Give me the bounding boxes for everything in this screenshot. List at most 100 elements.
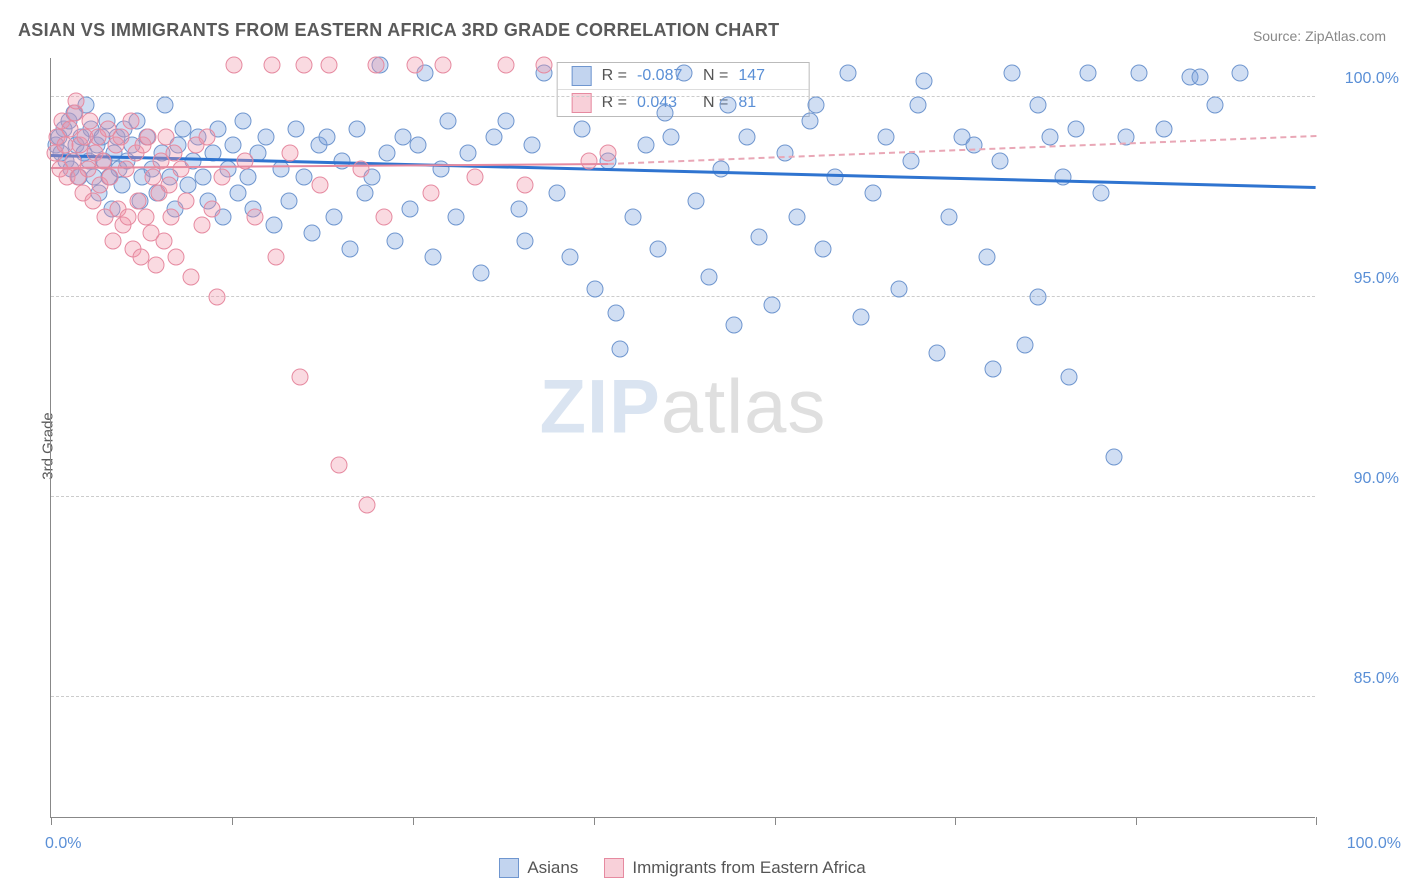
scatter-plot-area: ZIPatlas R =-0.087N =147R =0.043N =81 0.… — [50, 58, 1315, 818]
data-point — [435, 57, 452, 74]
source-attribution: Source: ZipAtlas.com — [1253, 28, 1386, 44]
data-point — [246, 209, 263, 226]
data-point — [193, 217, 210, 234]
data-point — [662, 129, 679, 146]
data-point — [751, 229, 768, 246]
data-point — [1067, 121, 1084, 138]
data-point — [979, 249, 996, 266]
x-axis-max-label: 100.0% — [1347, 835, 1401, 853]
data-point — [213, 169, 230, 186]
data-point — [1105, 449, 1122, 466]
data-point — [738, 129, 755, 146]
data-point — [517, 177, 534, 194]
data-point — [425, 249, 442, 266]
x-tick — [232, 817, 233, 825]
watermark-atlas: atlas — [661, 365, 827, 450]
gridline — [51, 296, 1315, 297]
source-link[interactable]: ZipAtlas.com — [1305, 28, 1386, 44]
data-point — [612, 341, 629, 358]
data-point — [460, 145, 477, 162]
source-label: Source: — [1253, 28, 1305, 44]
data-point — [447, 209, 464, 226]
data-point — [1017, 337, 1034, 354]
data-point — [865, 185, 882, 202]
data-point — [265, 217, 282, 234]
data-point — [225, 137, 242, 154]
gridline — [51, 696, 1315, 697]
data-point — [104, 233, 121, 250]
data-point — [68, 93, 85, 110]
data-point — [675, 65, 692, 82]
data-point — [137, 209, 154, 226]
data-point — [498, 57, 515, 74]
data-point — [122, 113, 139, 130]
data-point — [473, 265, 490, 282]
data-point — [719, 97, 736, 114]
data-point — [326, 209, 343, 226]
data-point — [1191, 69, 1208, 86]
data-point — [1042, 129, 1059, 146]
data-point — [1206, 97, 1223, 114]
data-point — [466, 169, 483, 186]
legend-swatch — [499, 858, 519, 878]
data-point — [1156, 121, 1173, 138]
x-tick — [955, 817, 956, 825]
data-point — [536, 57, 553, 74]
gridline — [51, 96, 1315, 97]
data-point — [140, 129, 157, 146]
data-point — [1080, 65, 1097, 82]
legend-item: Immigrants from Eastern Africa — [604, 858, 865, 878]
data-point — [713, 161, 730, 178]
data-point — [688, 193, 705, 210]
data-point — [168, 249, 185, 266]
data-point — [903, 153, 920, 170]
data-point — [941, 209, 958, 226]
gridline — [51, 496, 1315, 497]
data-point — [203, 201, 220, 218]
data-point — [352, 161, 369, 178]
x-tick — [51, 817, 52, 825]
data-point — [580, 153, 597, 170]
data-point — [303, 225, 320, 242]
data-point — [574, 121, 591, 138]
data-point — [318, 129, 335, 146]
data-point — [155, 233, 172, 250]
y-tick-label: 90.0% — [1325, 470, 1399, 488]
data-point — [599, 145, 616, 162]
data-point — [268, 249, 285, 266]
stats-row: R =0.043N =81 — [558, 89, 809, 116]
data-point — [341, 241, 358, 258]
data-point — [966, 137, 983, 154]
data-point — [375, 209, 392, 226]
data-point — [282, 145, 299, 162]
data-point — [359, 497, 376, 514]
data-point — [517, 233, 534, 250]
data-point — [915, 73, 932, 90]
data-point — [802, 113, 819, 130]
x-tick — [775, 817, 776, 825]
data-point — [1055, 169, 1072, 186]
data-point — [764, 297, 781, 314]
data-point — [79, 161, 96, 178]
data-point — [349, 121, 366, 138]
data-point — [163, 209, 180, 226]
data-point — [288, 121, 305, 138]
data-point — [586, 281, 603, 298]
data-point — [485, 129, 502, 146]
data-point — [1232, 65, 1249, 82]
n-value: 147 — [738, 67, 794, 85]
data-point — [264, 57, 281, 74]
data-point — [84, 193, 101, 210]
data-point — [789, 209, 806, 226]
data-point — [178, 193, 195, 210]
data-point — [985, 361, 1002, 378]
watermark: ZIPatlas — [540, 364, 827, 451]
data-point — [120, 209, 137, 226]
data-point — [700, 269, 717, 286]
data-point — [1061, 369, 1078, 386]
data-point — [624, 209, 641, 226]
data-point — [379, 145, 396, 162]
data-point — [296, 57, 313, 74]
data-point — [407, 57, 424, 74]
data-point — [356, 185, 373, 202]
